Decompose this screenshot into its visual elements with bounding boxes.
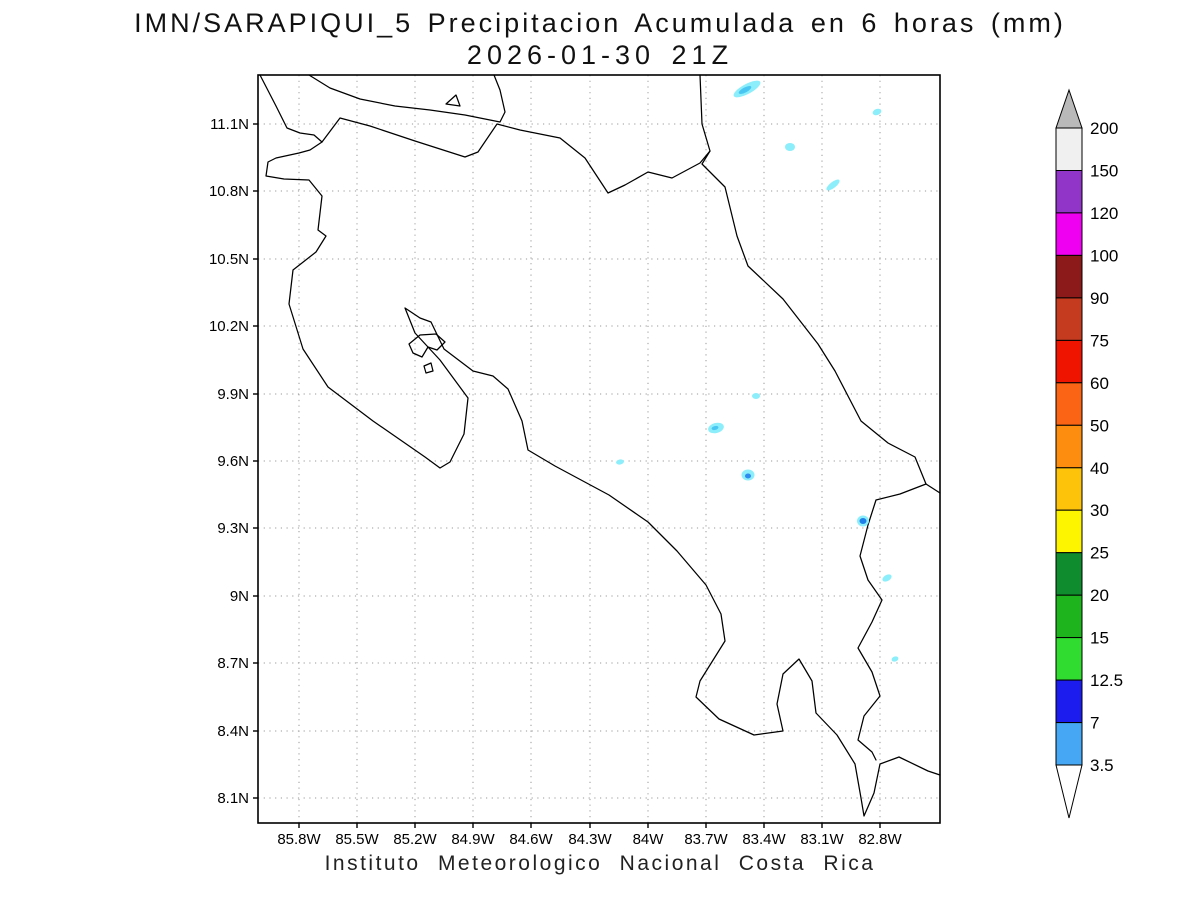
colorbar-segment: [1055, 722, 1083, 766]
colorbar-segment: [1055, 424, 1083, 469]
colorbar-segment: [1055, 170, 1083, 214]
lat-tick-label: 8.4N: [217, 723, 249, 740]
lon-tick-label: 83.4W: [742, 831, 786, 848]
colorbar-tick-label: 3.5: [1090, 756, 1114, 775]
lat-tick-label: 8.7N: [217, 655, 249, 672]
lon-tick-label: 84.3W: [568, 831, 612, 848]
lon-tick-label: 83.1W: [800, 831, 844, 848]
colorbar-tick-label: 7: [1090, 714, 1099, 733]
colorbar-tick-label: 60: [1090, 374, 1109, 393]
colorbar-tick-label: 200: [1090, 119, 1118, 138]
precip-cell: [752, 393, 760, 399]
lat-tick-label: 10.5N: [209, 251, 249, 268]
colorbar-segment: [1055, 212, 1083, 256]
colorbar-tick-label: 40: [1090, 459, 1109, 478]
colorbar-group: 200 150 120 100 90 75 60 50 40 30 25 20 15 12.5 7 3.5: [1055, 88, 1123, 819]
colorbar-underflow-triangle: [1055, 764, 1083, 819]
colorbar-segment: [1055, 297, 1083, 341]
lon-tick-label: 82.8W: [858, 831, 902, 848]
lake-island: [445, 94, 461, 107]
precip-cell: [872, 108, 882, 116]
colorbar-segment: [1055, 127, 1083, 171]
precip-cell: [891, 656, 899, 662]
colorbar-tick-label: 15: [1090, 629, 1109, 648]
lon-tick-label: 85.8W: [277, 831, 321, 848]
precip-cell: [882, 574, 892, 582]
caribbean-coastline: [699, 74, 941, 494]
lon-tick-label: 85.2W: [393, 831, 437, 848]
colorbar-tick-label: 12.5: [1090, 671, 1123, 690]
precip-cell-core: [738, 86, 752, 94]
footer-caption: Instituto Meteorologico Nacional Costa R…: [324, 852, 876, 875]
lat-tick-label: 9.6N: [217, 453, 249, 470]
lon-tick-label: 84.9W: [451, 831, 495, 848]
colorbar-segment: [1055, 509, 1083, 554]
lat-tick-label: 9N: [230, 588, 249, 605]
lon-tick-label: 84.6W: [509, 831, 553, 848]
colorbar-segment: [1055, 679, 1083, 724]
colorbar-segment: [1055, 254, 1083, 299]
lon-tick-label: 85.5W: [335, 831, 379, 848]
colorbar-segment: [1055, 339, 1083, 384]
lat-tick-label: 10.2N: [209, 318, 249, 335]
pacific-coastline: [259, 74, 941, 817]
precip-cell-core: [711, 425, 719, 431]
lat-tick-label: 8.1N: [217, 790, 249, 807]
precip-cell-core: [859, 518, 867, 524]
lon-tick-label: 83.7W: [684, 831, 728, 848]
gulf-islet: [423, 362, 434, 374]
plot-frame: [257, 74, 941, 824]
colorbar-tick-label: 150: [1090, 162, 1118, 181]
lat-tick-label: 10.8N: [209, 183, 249, 200]
lat-tick-label: 9.9N: [217, 386, 249, 403]
colorbar-overflow-triangle: [1055, 88, 1083, 129]
colorbar-segment: [1055, 637, 1083, 681]
panama-border: [857, 483, 927, 761]
colorbar-tick-label: 50: [1090, 416, 1109, 435]
axis-labels-group: 11.1N 10.8N 10.5N 10.2N 9.9N 9.6N 9.3N 9N 8.7N 8.…: [209, 116, 903, 848]
grid-lines: [258, 75, 940, 823]
coastlines-group: [259, 74, 941, 817]
precip-cell-core: [745, 473, 751, 479]
colorbar-tick-label: 25: [1090, 544, 1109, 563]
lat-tick-label: 9.3N: [217, 520, 249, 537]
colorbar-tick-label: 20: [1090, 586, 1109, 605]
lake-nicaragua-shore: [308, 74, 506, 123]
colorbar-tick-label: 30: [1090, 501, 1109, 520]
colorbar-segment: [1055, 552, 1083, 596]
colorbar-segment: [1055, 382, 1083, 426]
precip-cell: [616, 459, 624, 465]
colorbar-segment: [1055, 594, 1083, 639]
precip-cell: [826, 179, 840, 191]
chart-title: IMN/SARAPIQUI_5 Precipitacion Acumulada …: [134, 8, 1066, 38]
precip-cell: [785, 143, 795, 151]
chira-island: [408, 333, 446, 358]
precipitation-cells-group: [616, 80, 899, 662]
lat-tick-label: 11.1N: [210, 116, 249, 133]
lon-tick-label: 84W: [633, 831, 665, 848]
colorbar-tick-label: 90: [1090, 289, 1109, 308]
colorbar-tick-label: 120: [1090, 204, 1118, 223]
colorbar-segment: [1055, 467, 1083, 511]
chart-subtitle-datetime: 2026-01-30 21Z: [466, 40, 734, 70]
colorbar-tick-label: 75: [1090, 331, 1109, 350]
colorbar-tick-label: 100: [1090, 246, 1118, 265]
nicaragua-border: [321, 117, 711, 194]
